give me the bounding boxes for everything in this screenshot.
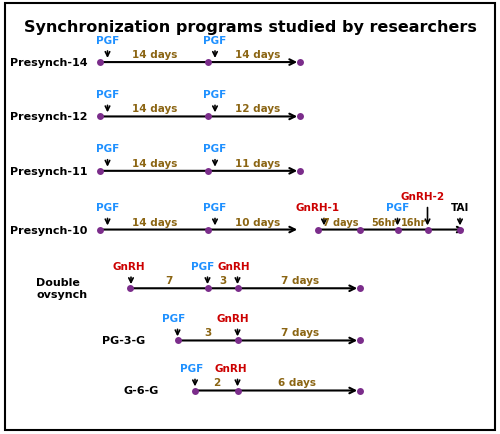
Text: 12 days: 12 days — [235, 104, 280, 114]
Text: GnRH: GnRH — [218, 261, 250, 271]
Text: GnRH-2: GnRH-2 — [400, 192, 444, 202]
Text: PGF: PGF — [96, 36, 119, 46]
Text: PG-3-G: PG-3-G — [102, 336, 145, 345]
Text: PGF: PGF — [386, 203, 409, 213]
Text: PGF: PGF — [96, 90, 119, 100]
Text: PGF: PGF — [96, 144, 119, 154]
Text: 7 days: 7 days — [323, 217, 359, 227]
Text: Synchronization programs studied by researchers: Synchronization programs studied by rese… — [24, 20, 476, 34]
Text: PGF: PGF — [204, 90, 227, 100]
Text: G-6-G: G-6-G — [124, 386, 159, 395]
Text: 14 days: 14 days — [235, 50, 280, 60]
Text: GnRH-1: GnRH-1 — [296, 203, 340, 213]
Text: 2: 2 — [213, 378, 220, 388]
Text: Presynch-14: Presynch-14 — [10, 58, 88, 68]
Text: TAI: TAI — [451, 203, 469, 213]
Text: 56hr: 56hr — [372, 217, 396, 227]
Text: PGF: PGF — [204, 144, 227, 154]
Text: PGF: PGF — [204, 203, 227, 213]
Text: 7 days: 7 days — [281, 276, 319, 286]
Text: PGF: PGF — [96, 203, 119, 213]
Text: 16hr: 16hr — [402, 217, 426, 227]
Text: 14 days: 14 days — [132, 50, 178, 60]
Text: Presynch-12: Presynch-12 — [10, 112, 88, 122]
Text: Presynch-11: Presynch-11 — [10, 167, 88, 176]
Text: 14 days: 14 days — [132, 104, 178, 114]
Text: PGF: PGF — [162, 313, 186, 323]
Text: 7: 7 — [166, 276, 172, 286]
Text: 14 days: 14 days — [132, 217, 178, 227]
Text: PGF: PGF — [180, 363, 203, 373]
Text: 7 days: 7 days — [281, 328, 319, 338]
Text: 3: 3 — [220, 276, 226, 286]
Text: 10 days: 10 days — [235, 217, 280, 227]
Text: GnRH: GnRH — [214, 363, 248, 373]
Text: 11 days: 11 days — [235, 158, 280, 168]
Text: 3: 3 — [204, 328, 212, 338]
Text: PGF: PGF — [204, 36, 227, 46]
Text: 14 days: 14 days — [132, 158, 178, 168]
Text: Double
ovsynch: Double ovsynch — [36, 278, 88, 299]
Text: PGF: PGF — [191, 261, 214, 271]
Text: Presynch-10: Presynch-10 — [10, 225, 88, 235]
Text: 6 days: 6 days — [278, 378, 316, 388]
Text: GnRH: GnRH — [216, 313, 249, 323]
Text: GnRH: GnRH — [112, 261, 146, 271]
